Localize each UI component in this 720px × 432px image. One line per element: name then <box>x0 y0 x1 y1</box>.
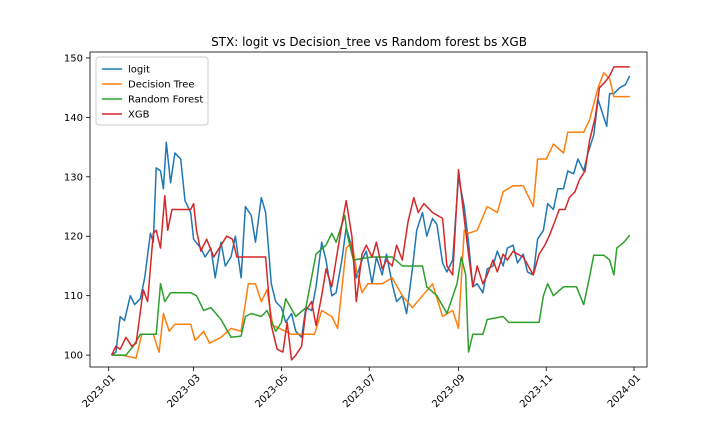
chart-title: STX: logit vs Decision_tree vs Random fo… <box>211 35 527 49</box>
y-tick-label: 110 <box>64 291 83 302</box>
series-line-logit <box>111 75 631 356</box>
y-tick-label: 130 <box>64 172 83 183</box>
legend-label: XGB <box>128 110 150 121</box>
y-tick-label: 100 <box>64 351 83 362</box>
series-line-xgb <box>110 66 630 361</box>
series-layer <box>110 66 631 361</box>
series-line-decision-tree <box>111 72 630 359</box>
legend-label: Random Forest <box>128 95 203 106</box>
plot-area-frame <box>89 51 648 368</box>
y-tick-label: 120 <box>64 232 83 243</box>
series-line-random-forest <box>111 214 631 356</box>
legend-box <box>95 56 209 126</box>
y-tick-label: 150 <box>64 53 83 64</box>
legend-label: Decision Tree <box>128 80 195 91</box>
y-tick-label: 140 <box>64 113 83 124</box>
legend-label: logit <box>128 65 150 76</box>
y-axis: 100 110 120 130 140 150 <box>64 53 90 362</box>
legend: logit Decision Tree Random Forest XGB <box>95 56 209 126</box>
